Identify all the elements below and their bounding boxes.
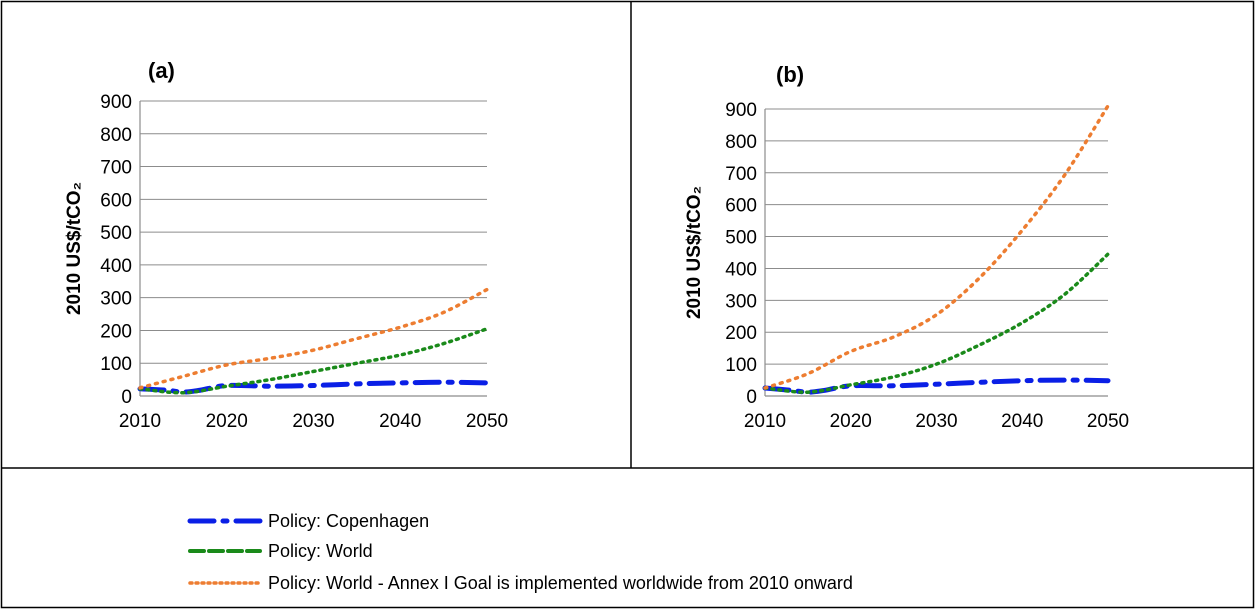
panel-a-x-tick-2030: 2030 xyxy=(292,411,334,432)
panel-b-y-tick-600: 600 xyxy=(725,196,757,217)
panel-b-y-tick-400: 400 xyxy=(725,259,757,280)
panel-a-x-tick-2040: 2040 xyxy=(379,411,421,432)
panel-b-y-tick-100: 100 xyxy=(725,355,757,376)
panel-b-gridlines xyxy=(764,108,1108,397)
panel-b-x-tick-2040: 2040 xyxy=(1001,411,1043,432)
panel-b-x-tick-2050: 2050 xyxy=(1087,411,1129,432)
panel-b-y-tick-200: 200 xyxy=(725,323,757,344)
panel-a-x-tick-2020: 2020 xyxy=(206,411,248,432)
panel-a-series-annex xyxy=(138,287,489,390)
panel-a-x-tick-2050: 2050 xyxy=(466,411,508,432)
panel-a-y-tick-600: 600 xyxy=(100,190,132,211)
panel-b-x-tick-2030: 2030 xyxy=(915,411,957,432)
panel-b-y-tick-800: 800 xyxy=(725,132,757,153)
legend-item-world: Policy: World xyxy=(188,541,373,561)
panel-a-series-copenhagen xyxy=(137,379,490,395)
panel-b-y-tick-0: 0 xyxy=(746,387,757,408)
panel-a-y-tick-800: 800 xyxy=(100,125,132,146)
panel-a-gridlines xyxy=(139,100,487,397)
panel-a-x-tick-labels: 2010 2020 2030 2040 2050 xyxy=(119,411,508,432)
panel-b-title: (b) xyxy=(776,62,804,87)
panel-b-series-world xyxy=(763,252,1110,394)
panel-a: 0 100 200 300 400 500 600 700 800 900 2010 2020 203… xyxy=(64,58,508,432)
panel-a-series-world xyxy=(138,327,489,395)
panel-a-y-tick-100: 100 xyxy=(100,354,132,375)
panel-a-y-tick-500: 500 xyxy=(100,223,132,244)
panel-b-series-annex xyxy=(763,104,1110,390)
panel-a-y-axis-label: 2010 US$/tCO₂ xyxy=(64,182,85,315)
panel-a-x-tick-2010: 2010 xyxy=(119,411,161,432)
panel-b-y-tick-900: 900 xyxy=(725,100,757,121)
panel-b: 0 100 200 300 400 500 600 700 800 900 2010 2020 203… xyxy=(684,62,1129,432)
panel-b-y-tick-300: 300 xyxy=(725,291,757,312)
legend: Policy: Copenhagen Policy: World Policy:… xyxy=(187,511,853,593)
panel-b-series xyxy=(762,104,1111,395)
legend-item-annex: Policy: World - Annex I Goal is implemen… xyxy=(188,573,853,593)
panel-b-y-axis-label: 2010 US$/tCO₂ xyxy=(684,186,705,319)
panel-a-title: (a) xyxy=(148,58,175,83)
panel-b-y-tick-700: 700 xyxy=(725,164,757,185)
panel-a-series xyxy=(137,287,490,395)
panel-a-y-tick-900: 900 xyxy=(100,92,132,113)
legend-label-annex: Policy: World - Annex I Goal is implemen… xyxy=(268,573,853,593)
legend-label-world: Policy: World xyxy=(268,541,373,561)
panel-a-y-tick-400: 400 xyxy=(100,256,132,277)
panel-a-y-tick-300: 300 xyxy=(100,289,132,310)
legend-label-copenhagen: Policy: Copenhagen xyxy=(268,511,429,531)
panel-b-x-tick-2020: 2020 xyxy=(830,411,872,432)
panel-a-y-tick-labels: 0 100 200 300 400 500 600 700 800 900 xyxy=(100,92,132,408)
panel-b-y-tick-labels: 0 100 200 300 400 500 600 700 800 900 xyxy=(725,100,757,408)
panel-a-y-tick-200: 200 xyxy=(100,321,132,342)
panel-b-x-tick-labels: 2010 2020 2030 2040 2050 xyxy=(744,411,1129,432)
panel-b-y-tick-500: 500 xyxy=(725,228,757,249)
panel-a-y-tick-0: 0 xyxy=(121,387,132,408)
legend-item-copenhagen: Policy: Copenhagen xyxy=(187,511,429,531)
panel-b-x-tick-2010: 2010 xyxy=(744,411,786,432)
panel-a-y-tick-700: 700 xyxy=(100,158,132,179)
